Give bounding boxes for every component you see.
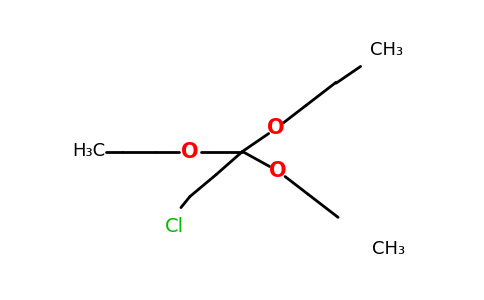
- Text: CH₃: CH₃: [370, 41, 403, 59]
- Text: H₃C: H₃C: [72, 142, 105, 160]
- Text: CH₃: CH₃: [372, 240, 405, 258]
- Text: O: O: [267, 118, 285, 138]
- Text: O: O: [181, 142, 199, 161]
- Text: Cl: Cl: [166, 217, 184, 236]
- Text: O: O: [269, 161, 287, 181]
